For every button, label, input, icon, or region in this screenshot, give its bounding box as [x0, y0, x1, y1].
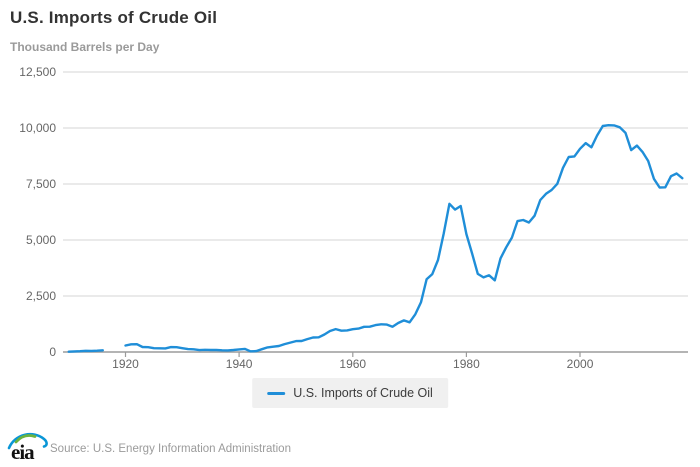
y-axis-tick-label: 5,000 [25, 233, 56, 247]
x-axis-tick-label: 1980 [453, 357, 480, 371]
eia-logo: eia [7, 432, 48, 464]
eia-logo-text: eia [11, 440, 35, 464]
x-axis-tick-label: 1960 [339, 357, 367, 371]
series-line [67, 349, 105, 353]
y-axis-tick-label: 2,500 [25, 289, 56, 303]
chart-subtitle: Thousand Barrels per Day [10, 40, 160, 54]
y-axis-tick-label: 0 [49, 345, 56, 359]
y-axis-tick-label: 12,500 [19, 65, 56, 79]
legend-series-label: U.S. Imports of Crude Oil [293, 386, 433, 400]
y-axis-tick-label: 10,000 [19, 121, 56, 135]
x-axis-tick-label: 1940 [225, 357, 253, 371]
series-line [124, 123, 684, 353]
legend-series-marker-icon [267, 391, 286, 395]
eia-logo-green-leaf-icon [14, 434, 37, 444]
x-axis-tick-label: 1920 [112, 357, 139, 371]
x-axis-tick-label: 2000 [566, 357, 594, 371]
y-axis-tick-label: 7,500 [25, 177, 56, 191]
chart-title: U.S. Imports of Crude Oil [10, 8, 218, 27]
eia-logo-blue-swoosh-icon [7, 432, 48, 450]
source-text: Source: U.S. Energy Information Administ… [50, 443, 291, 455]
legend[interactable]: U.S. Imports of Crude Oil [252, 378, 448, 408]
